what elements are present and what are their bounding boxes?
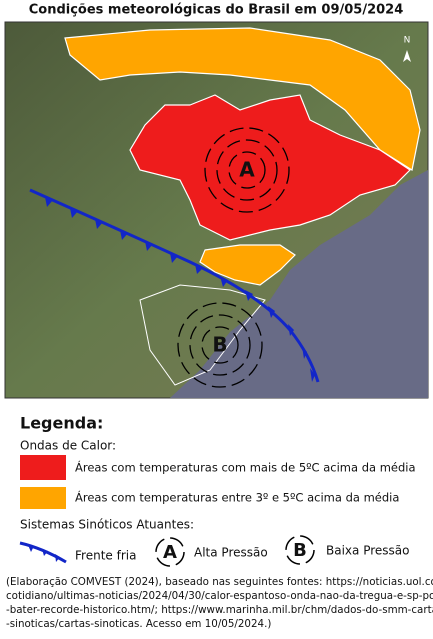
- north-arrow: [403, 50, 411, 62]
- source-line: -bater-recorde-historico.htm/; https://w…: [6, 604, 433, 616]
- high-pressure-system: [204, 127, 290, 213]
- source-line: (Elaboração COMVEST (2024), baseado nas …: [6, 576, 433, 588]
- legend-label: Alta Pressão: [194, 546, 268, 560]
- legend-swatch: [20, 487, 66, 509]
- legend-low-icon: [285, 535, 315, 565]
- legend-front-teeth: [28, 545, 60, 562]
- source-note: (Elaboração COMVEST (2024), baseado nas …: [6, 576, 433, 630]
- legend-label: Frente fria: [75, 549, 136, 563]
- low-label: B: [212, 333, 227, 357]
- cold-front-teeth: [45, 197, 315, 382]
- heat-mid-area: [199, 244, 296, 286]
- map: A B N: [4, 21, 429, 399]
- legend-low-letter: B: [293, 540, 307, 561]
- legend-label: Áreas com temperaturas com mais de 5ºC a…: [75, 460, 416, 475]
- state-border: [139, 284, 266, 386]
- legend-label: Baixa Pressão: [326, 544, 409, 558]
- legend-title: Legenda:: [20, 414, 103, 433]
- legend-swatch: [20, 455, 66, 480]
- title: Condições meteorológicas do Brasil em 09…: [29, 3, 404, 18]
- legend: Legenda: Ondas de Calor: Áreas com tempe…: [19, 414, 416, 567]
- legend-heading: Sistemas Sinóticos Atuantes:: [20, 518, 194, 532]
- legend-label: Áreas com temperaturas entre 3º e 5ºC ac…: [75, 490, 399, 505]
- source-line: cotidiano/ultimas-noticias/2024/04/30/ca…: [6, 590, 433, 602]
- heat-mid-area: [64, 27, 421, 171]
- high-label: A: [239, 158, 255, 182]
- legend-high-letter: A: [163, 542, 177, 563]
- ocean: [170, 170, 428, 398]
- legend-high-icon: [155, 537, 185, 567]
- legend-heading: Ondas de Calor:: [20, 439, 116, 453]
- north-label: N: [404, 36, 411, 46]
- source-line: -sinoticas/cartas-sinoticas. Acesso em 1…: [6, 618, 271, 630]
- heat-high-area: [129, 94, 411, 241]
- low-pressure-system: [177, 302, 263, 388]
